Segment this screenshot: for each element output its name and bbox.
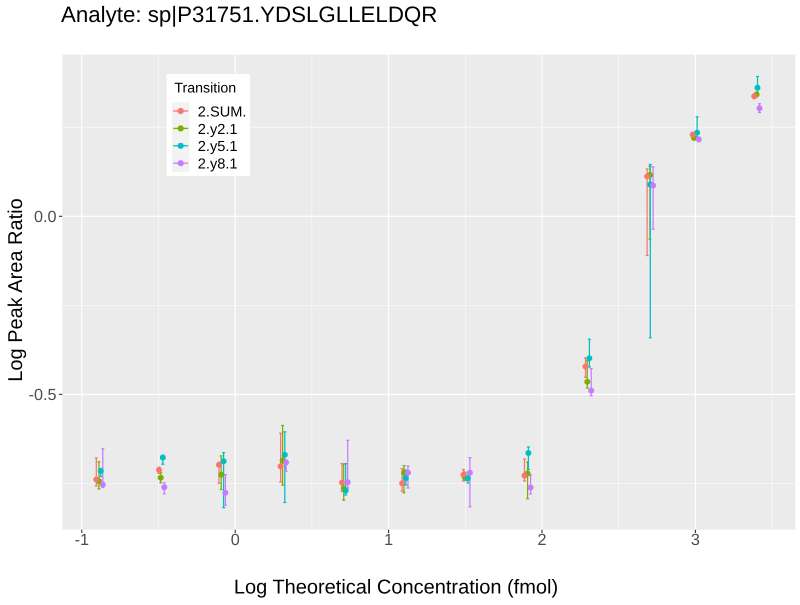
svg-text:Log Peak Area Ratio: Log Peak Area Ratio [5, 198, 27, 381]
svg-text:-0.5: -0.5 [29, 386, 57, 404]
svg-text:1: 1 [384, 531, 393, 549]
svg-text:2.y2.1: 2.y2.1 [198, 122, 238, 138]
svg-text:Transition: Transition [174, 81, 236, 97]
svg-text:0.0: 0.0 [34, 208, 57, 226]
svg-text:2: 2 [537, 531, 546, 549]
svg-text:2.SUM.: 2.SUM. [198, 104, 247, 120]
svg-text:-1: -1 [75, 531, 89, 549]
svg-text:0: 0 [231, 531, 240, 549]
svg-text:3: 3 [691, 531, 700, 549]
svg-text:Log Theoretical Concentration: Log Theoretical Concentration (fmol) [234, 577, 558, 599]
svg-text:2.y5.1: 2.y5.1 [198, 139, 238, 155]
svg-text:Analyte: sp|P31751.YDSLGLLELDQ: Analyte: sp|P31751.YDSLGLLELDQR [61, 2, 437, 27]
svg-text:2.y8.1: 2.y8.1 [198, 157, 238, 173]
